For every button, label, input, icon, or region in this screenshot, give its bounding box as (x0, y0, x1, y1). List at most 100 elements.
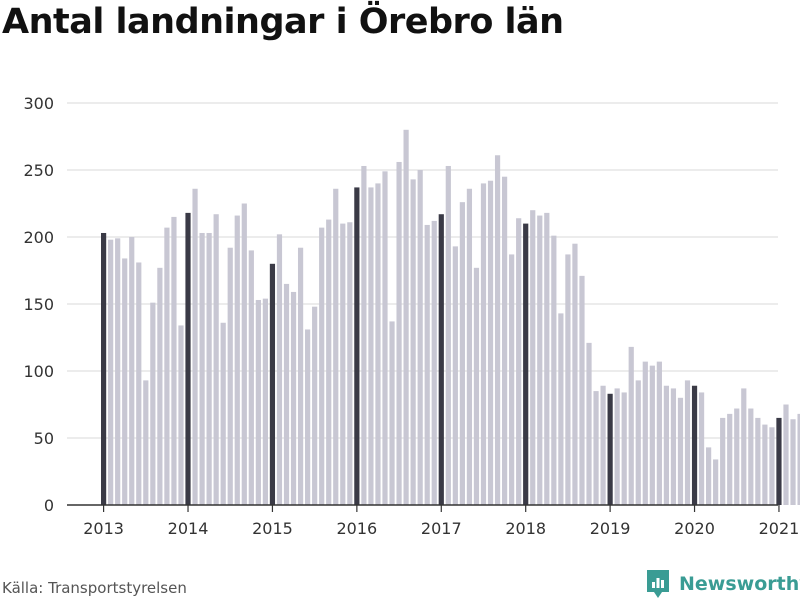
bar (537, 215, 543, 505)
bar (466, 188, 473, 505)
bar (157, 267, 163, 505)
bar (297, 247, 304, 505)
bar (445, 165, 451, 506)
bar (628, 346, 634, 505)
bar (255, 299, 261, 505)
x-tick-label: 2018 (505, 519, 546, 538)
x-tick-label: 2013 (83, 519, 124, 538)
bar (164, 227, 170, 505)
bar (424, 224, 430, 505)
bar (326, 219, 332, 505)
source-note: Källa: Transportstyrelsen (2, 579, 187, 597)
bar (551, 235, 557, 505)
bar (368, 187, 374, 506)
bar (706, 447, 712, 505)
bar (762, 424, 768, 505)
bar (607, 393, 613, 505)
bar (494, 155, 501, 505)
brand-name: Newsworthy (679, 573, 800, 595)
y-axis-ticks: 0 50 100 150 200 250 300 (23, 94, 54, 515)
bar (438, 214, 444, 505)
bar (108, 239, 114, 505)
bar (593, 391, 599, 505)
y-tick-label: 300 (23, 94, 54, 113)
bar (283, 283, 290, 505)
bar (734, 408, 740, 505)
bar (143, 380, 149, 505)
bar (501, 176, 508, 505)
bar (776, 417, 782, 505)
x-tick-label: 2016 (337, 519, 378, 538)
bar (572, 243, 578, 505)
bar (396, 161, 402, 505)
bar (375, 183, 381, 505)
bar (319, 227, 325, 505)
bar (656, 361, 662, 505)
x-tick-label: 2014 (168, 519, 209, 538)
bar (248, 250, 254, 505)
bar (769, 427, 775, 505)
bar (797, 413, 800, 505)
bar (783, 404, 789, 505)
bar (361, 165, 367, 506)
bar (614, 388, 620, 505)
bar (663, 385, 669, 505)
bar (333, 188, 339, 505)
bar (410, 179, 416, 505)
x-tick-label: 2020 (674, 519, 715, 538)
bar (635, 380, 641, 505)
bar (621, 392, 627, 505)
bar (558, 313, 564, 505)
bar (262, 298, 269, 505)
bar (115, 238, 121, 505)
bar (544, 212, 550, 505)
bar (677, 397, 684, 505)
bar (713, 459, 719, 505)
bar (670, 388, 677, 505)
bar (185, 212, 191, 505)
bar (312, 306, 318, 505)
bar (698, 392, 705, 505)
bar (213, 214, 219, 505)
bar (150, 302, 156, 505)
bar (431, 220, 437, 506)
bar (530, 210, 536, 505)
brand-logo[interactable]: Newsworthy (645, 568, 800, 600)
bar (403, 129, 409, 506)
bar (347, 222, 353, 505)
bar (354, 187, 360, 506)
bar (649, 365, 655, 505)
bar (382, 171, 388, 505)
bar (290, 291, 297, 505)
bar (459, 202, 465, 505)
newsworthy-logo-icon (647, 570, 669, 598)
bar (586, 342, 592, 505)
bar (269, 263, 276, 505)
y-tick-label: 200 (23, 228, 54, 247)
bar (340, 223, 346, 505)
bar (727, 413, 733, 505)
y-tick-label: 0 (44, 496, 54, 515)
bar (684, 380, 691, 505)
bar (276, 234, 283, 505)
bar (790, 419, 796, 505)
bar (178, 325, 184, 505)
bar (389, 321, 395, 505)
bar (417, 170, 423, 505)
bar (101, 232, 107, 506)
bar (579, 275, 585, 505)
bar (741, 388, 747, 505)
chart-title: Antal landningar i Örebro län (2, 2, 564, 42)
bar (642, 361, 648, 505)
bar (480, 183, 487, 505)
x-tick-label: 2017 (421, 519, 462, 538)
bar (305, 329, 311, 505)
y-tick-label: 250 (23, 161, 54, 180)
x-tick-label: 2015 (252, 519, 293, 538)
bar (227, 247, 233, 505)
bar (691, 385, 698, 505)
y-tick-label: 150 (23, 295, 54, 314)
bar (220, 322, 226, 505)
